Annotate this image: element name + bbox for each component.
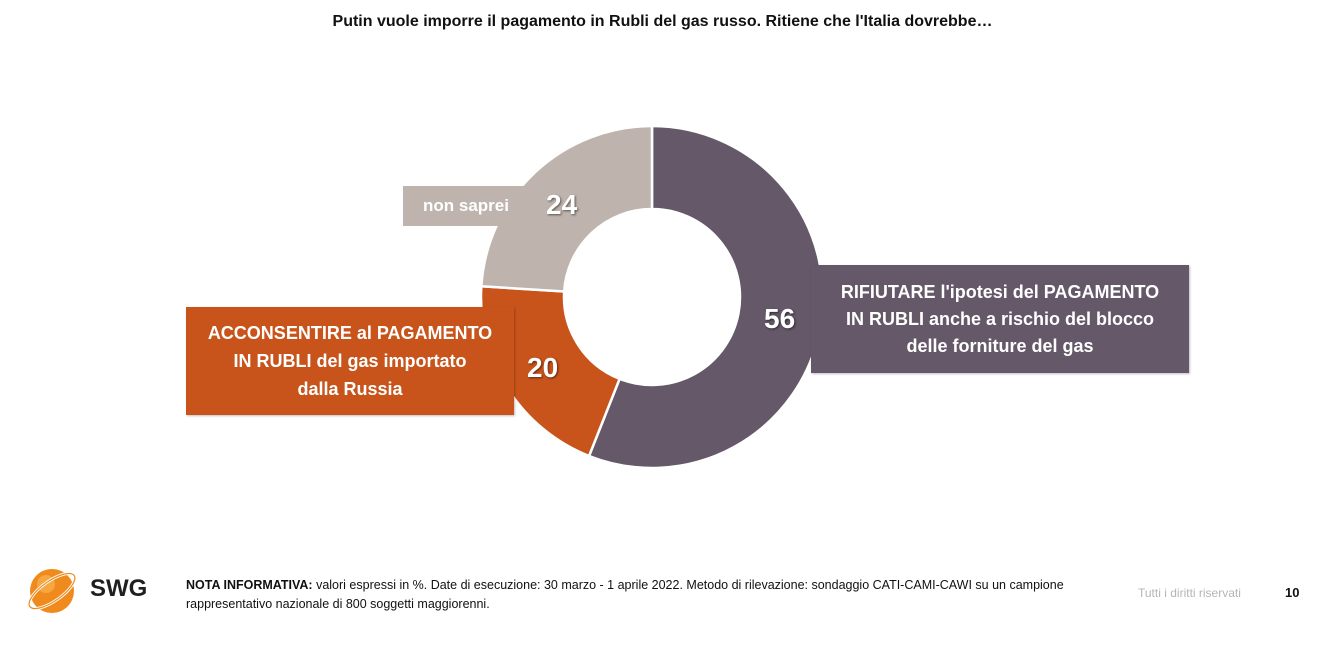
footer-note: NOTA INFORMATIVA: valori espressi in %. … [186, 576, 1086, 614]
brand-name: SWG [90, 575, 148, 602]
callout-acconsentire-line: IN RUBLI del gas importato [233, 351, 467, 371]
data-label-rifiutare: 56 [764, 303, 796, 334]
callout-acconsentire: ACCONSENTIRE al PAGAMENTO IN RUBLI del g… [186, 307, 514, 415]
rights-text: Tutti i diritti riservati [1138, 586, 1241, 600]
note-text: valori espressi in %. Date di esecuzione… [186, 578, 1064, 611]
callout-rifiutare-line: delle forniture del gas [906, 335, 1094, 356]
donut-slice-0 [587, 124, 825, 470]
note-label: NOTA INFORMATIVA: [186, 578, 313, 592]
donut-slice-1 [479, 284, 622, 458]
data-label-non-saprei: 24 [546, 189, 578, 220]
chart-title: Putin vuole imporre il pagamento in Rubl… [332, 13, 993, 30]
callout-acconsentire-line: ACCONSENTIRE al PAGAMENTO [207, 323, 493, 343]
page-number: 10 [1285, 585, 1300, 600]
callout-non-saprei: non saprei [403, 186, 529, 226]
callout-rifiutare-line: IN RUBLI anche a rischio del blocco [845, 308, 1155, 329]
data-label-acconsentire: 20 [527, 352, 559, 383]
callout-acconsentire-line: dalla Russia [297, 379, 403, 399]
swg-logo-icon [27, 569, 77, 613]
callout-rifiutare: RIFIUTARE l'ipotesi del PAGAMENTO IN RUB… [811, 265, 1189, 373]
callout-rifiutare-line: RIFIUTARE l'ipotesi del PAGAMENTO [840, 281, 1160, 302]
